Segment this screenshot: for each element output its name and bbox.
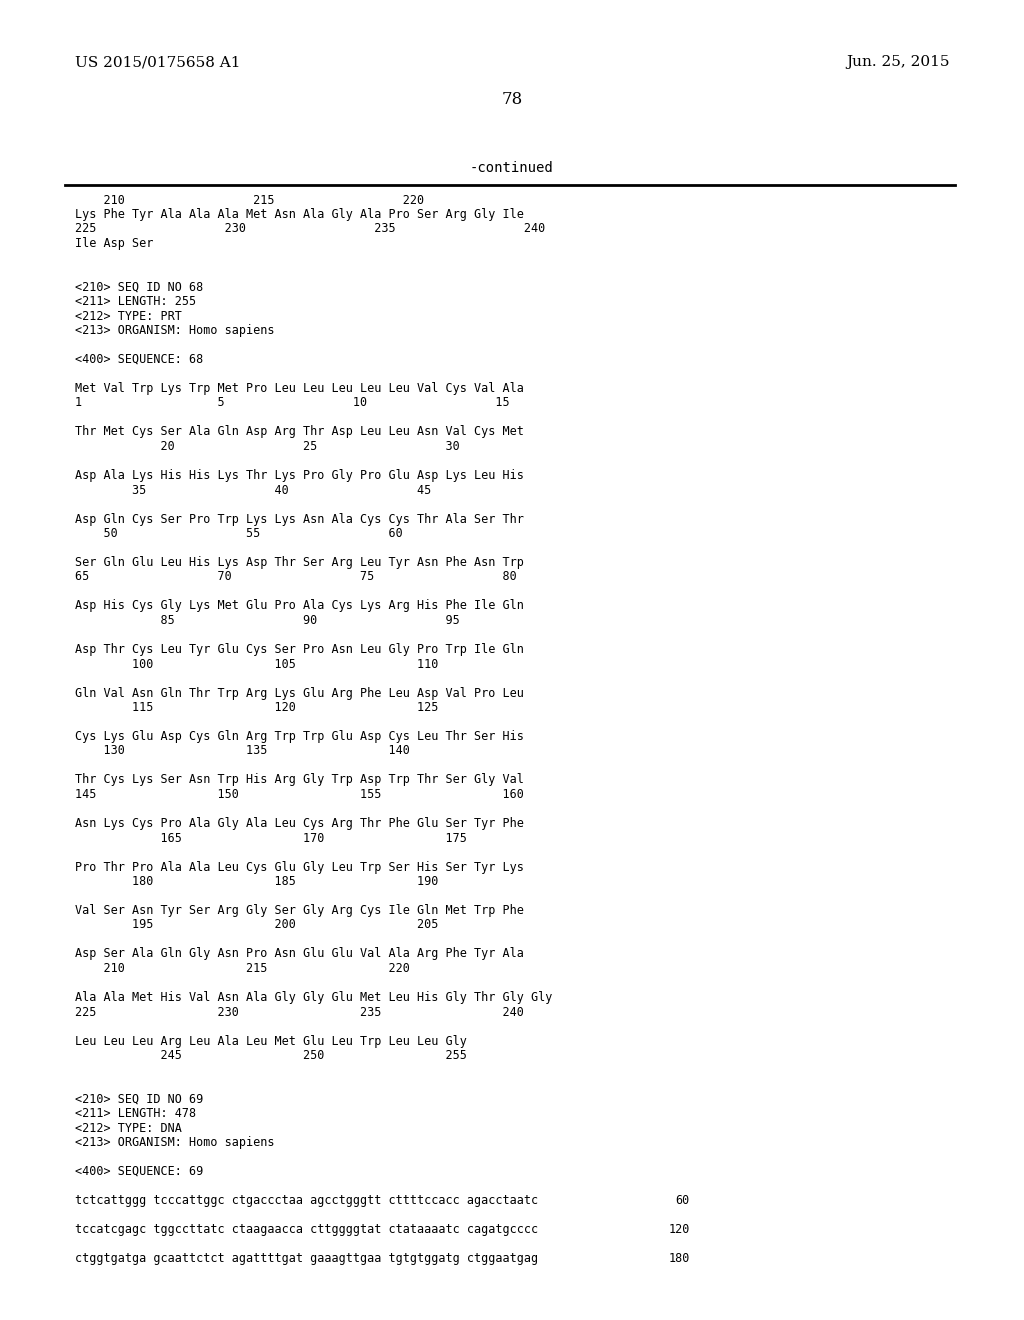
Text: <400> SEQUENCE: 69: <400> SEQUENCE: 69 [75,1166,203,1177]
Text: Ile Asp Ser: Ile Asp Ser [75,238,154,249]
Text: 165                 170                 175: 165 170 175 [75,832,467,845]
Text: 85                  90                  95: 85 90 95 [75,614,460,627]
Text: 50                  55                  60: 50 55 60 [75,527,402,540]
Text: US 2015/0175658 A1: US 2015/0175658 A1 [75,55,241,69]
Text: Met Val Trp Lys Trp Met Pro Leu Leu Leu Leu Leu Val Cys Val Ala: Met Val Trp Lys Trp Met Pro Leu Leu Leu … [75,381,524,395]
Text: Asp Ala Lys His His Lys Thr Lys Pro Gly Pro Glu Asp Lys Leu His: Asp Ala Lys His His Lys Thr Lys Pro Gly … [75,469,524,482]
Text: Pro Thr Pro Ala Ala Leu Cys Glu Gly Leu Trp Ser His Ser Tyr Lys: Pro Thr Pro Ala Ala Leu Cys Glu Gly Leu … [75,861,524,874]
Text: 1                   5                  10                  15: 1 5 10 15 [75,396,510,409]
Text: 225                 230                 235                 240: 225 230 235 240 [75,1006,524,1019]
Text: Val Ser Asn Tyr Ser Arg Gly Ser Gly Arg Cys Ile Gln Met Trp Phe: Val Ser Asn Tyr Ser Arg Gly Ser Gly Arg … [75,904,524,917]
Text: Leu Leu Leu Arg Leu Ala Leu Met Glu Leu Trp Leu Leu Gly: Leu Leu Leu Arg Leu Ala Leu Met Glu Leu … [75,1035,467,1048]
Text: <210> SEQ ID NO 69: <210> SEQ ID NO 69 [75,1093,203,1106]
Text: 195                 200                 205: 195 200 205 [75,919,438,932]
Text: -continued: -continued [470,161,554,176]
Text: 35                  40                  45: 35 40 45 [75,483,431,496]
Text: Thr Cys Lys Ser Asn Trp His Arg Gly Trp Asp Trp Thr Ser Gly Val: Thr Cys Lys Ser Asn Trp His Arg Gly Trp … [75,774,524,787]
Text: 78: 78 [502,91,522,108]
Text: Asp Ser Ala Gln Gly Asn Pro Asn Glu Glu Val Ala Arg Phe Tyr Ala: Asp Ser Ala Gln Gly Asn Pro Asn Glu Glu … [75,948,524,961]
Text: 120: 120 [669,1224,690,1236]
Text: 145                 150                 155                 160: 145 150 155 160 [75,788,524,801]
Text: <211> LENGTH: 478: <211> LENGTH: 478 [75,1107,197,1119]
Text: tctcattggg tcccattggc ctgaccctaa agcctgggtt cttttccacc agacctaatc: tctcattggg tcccattggc ctgaccctaa agcctgg… [75,1195,539,1206]
Text: <210> SEQ ID NO 68: <210> SEQ ID NO 68 [75,281,203,293]
Text: <213> ORGANISM: Homo sapiens: <213> ORGANISM: Homo sapiens [75,323,274,337]
Text: 130                 135                 140: 130 135 140 [75,744,410,758]
Text: 180                 185                 190: 180 185 190 [75,875,438,888]
Text: 210                  215                  220: 210 215 220 [75,194,424,206]
Text: ctggtgatga gcaattctct agattttgat gaaagttgaa tgtgtggatg ctggaatgag: ctggtgatga gcaattctct agattttgat gaaagtt… [75,1251,539,1265]
Text: 65                  70                  75                  80: 65 70 75 80 [75,570,517,583]
Text: 245                 250                 255: 245 250 255 [75,1049,467,1063]
Text: 100                 105                 110: 100 105 110 [75,657,438,671]
Text: 60: 60 [676,1195,690,1206]
Text: Asp Gln Cys Ser Pro Trp Lys Lys Asn Ala Cys Cys Thr Ala Ser Thr: Asp Gln Cys Ser Pro Trp Lys Lys Asn Ala … [75,512,524,525]
Text: Jun. 25, 2015: Jun. 25, 2015 [847,55,950,69]
Text: <212> TYPE: DNA: <212> TYPE: DNA [75,1122,182,1134]
Text: Asp Thr Cys Leu Tyr Glu Cys Ser Pro Asn Leu Gly Pro Trp Ile Gln: Asp Thr Cys Leu Tyr Glu Cys Ser Pro Asn … [75,643,524,656]
Text: 225                  230                  235                  240: 225 230 235 240 [75,223,545,235]
Text: <400> SEQUENCE: 68: <400> SEQUENCE: 68 [75,352,203,366]
Text: Cys Lys Glu Asp Cys Gln Arg Trp Trp Glu Asp Cys Leu Thr Ser His: Cys Lys Glu Asp Cys Gln Arg Trp Trp Glu … [75,730,524,743]
Text: <211> LENGTH: 255: <211> LENGTH: 255 [75,294,197,308]
Text: <212> TYPE: PRT: <212> TYPE: PRT [75,309,182,322]
Text: 115                 120                 125: 115 120 125 [75,701,438,714]
Text: Ser Gln Glu Leu His Lys Asp Thr Ser Arg Leu Tyr Asn Phe Asn Trp: Ser Gln Glu Leu His Lys Asp Thr Ser Arg … [75,556,524,569]
Text: 210                 215                 220: 210 215 220 [75,962,410,975]
Text: Ala Ala Met His Val Asn Ala Gly Gly Glu Met Leu His Gly Thr Gly Gly: Ala Ala Met His Val Asn Ala Gly Gly Glu … [75,991,552,1005]
Text: Thr Met Cys Ser Ala Gln Asp Arg Thr Asp Leu Leu Asn Val Cys Met: Thr Met Cys Ser Ala Gln Asp Arg Thr Asp … [75,425,524,438]
Text: <213> ORGANISM: Homo sapiens: <213> ORGANISM: Homo sapiens [75,1137,274,1148]
Text: 20                  25                  30: 20 25 30 [75,440,460,453]
Text: Asp His Cys Gly Lys Met Glu Pro Ala Cys Lys Arg His Phe Ile Gln: Asp His Cys Gly Lys Met Glu Pro Ala Cys … [75,599,524,612]
Text: Asn Lys Cys Pro Ala Gly Ala Leu Cys Arg Thr Phe Glu Ser Tyr Phe: Asn Lys Cys Pro Ala Gly Ala Leu Cys Arg … [75,817,524,830]
Text: 180: 180 [669,1251,690,1265]
Text: Lys Phe Tyr Ala Ala Ala Met Asn Ala Gly Ala Pro Ser Arg Gly Ile: Lys Phe Tyr Ala Ala Ala Met Asn Ala Gly … [75,209,524,220]
Text: tccatcgagc tggccttatc ctaagaacca cttggggtat ctataaaatc cagatgcccc: tccatcgagc tggccttatc ctaagaacca cttgggg… [75,1224,539,1236]
Text: Gln Val Asn Gln Thr Trp Arg Lys Glu Arg Phe Leu Asp Val Pro Leu: Gln Val Asn Gln Thr Trp Arg Lys Glu Arg … [75,686,524,700]
